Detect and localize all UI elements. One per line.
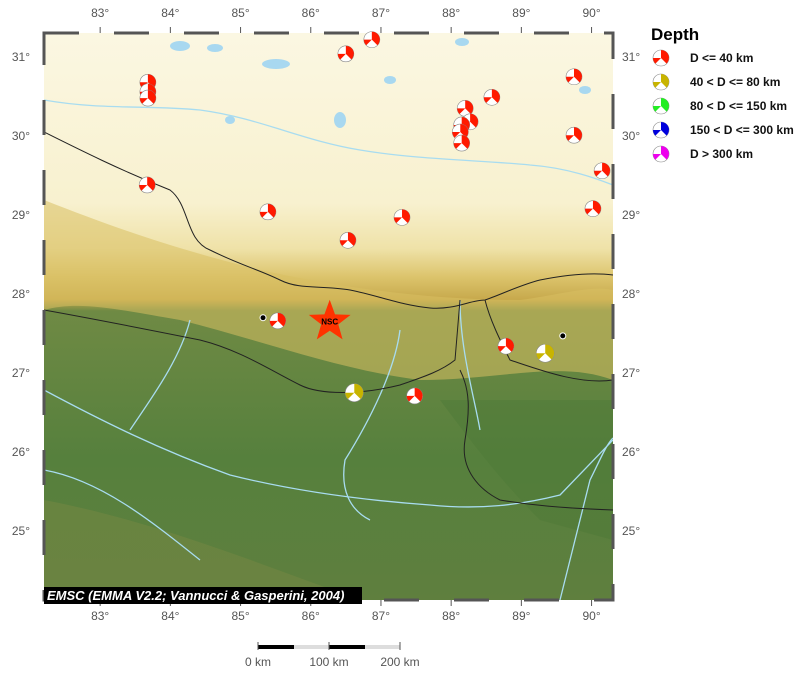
lat-tick-label: 28°	[12, 287, 30, 301]
legend-item-label: 40 < D <= 80 km	[690, 75, 780, 89]
legend-item-label: D <= 40 km	[690, 51, 753, 65]
legend-item-label: 80 < D <= 150 km	[690, 99, 787, 113]
credit-box	[44, 587, 362, 604]
scale-label: 100 km	[309, 655, 348, 669]
legend-beachball-icon[interactable]	[652, 73, 670, 91]
earthquake-event[interactable]	[593, 162, 611, 180]
earthquake-event[interactable]	[139, 89, 157, 107]
lat-tick-label: 30°	[12, 129, 30, 143]
terrain-layer	[44, 33, 613, 600]
legend-title: Depth	[651, 25, 699, 44]
legend: Depth D <= 40 km 40 < D <= 80 km 80 < D <=…	[651, 25, 794, 163]
credit-text: EMSC (EMMA V2.2; Vannucci & Gasperini, 2…	[47, 588, 344, 603]
lon-tick-label: 86°	[302, 6, 320, 20]
borders	[44, 131, 613, 511]
earthquake-event[interactable]	[584, 200, 602, 217]
lon-tick-label: 88°	[442, 609, 460, 623]
lat-tick-label: 27°	[12, 366, 30, 380]
lon-tick-label: 84°	[161, 609, 179, 623]
earthquake-event[interactable]	[269, 312, 287, 330]
earthquake-event[interactable]	[259, 203, 277, 221]
lon-tick-label: 83°	[91, 6, 109, 20]
markers: NSC	[259, 299, 567, 340]
lat-tick-label: 29°	[12, 208, 30, 222]
lon-tick-label: 89°	[512, 6, 530, 20]
lat-tick-label: 30°	[622, 129, 640, 143]
scale-label: 0 km	[245, 655, 271, 669]
legend-beachball-icon[interactable]	[652, 97, 670, 115]
city-dot	[259, 314, 267, 322]
lat-tick-label: 26°	[12, 445, 30, 459]
city-dot	[559, 332, 567, 340]
lat-tick-label: 27°	[622, 366, 640, 380]
legend-item-label: D > 300 km	[690, 147, 753, 161]
lon-tick-label: 89°	[512, 609, 530, 623]
lon-tick-label: 90°	[582, 6, 600, 20]
axes: 83° 83° 84° 84° 85° 85° 86° 86° 87° 87° 88° 88° 89° 8…	[12, 6, 641, 623]
lat-tick-label: 25°	[12, 524, 30, 538]
station-label: NSC	[321, 318, 338, 327]
lon-tick-label: 87°	[372, 609, 390, 623]
events	[138, 31, 611, 405]
earthquake-event[interactable]	[456, 100, 474, 117]
legend-beachball-icon[interactable]	[652, 145, 670, 163]
scale-label: 200 km	[380, 655, 419, 669]
earthquake-event[interactable]	[565, 68, 583, 86]
lat-tick-label: 31°	[622, 50, 640, 64]
lakes	[170, 38, 591, 128]
lon-tick-label: 85°	[231, 6, 249, 20]
earthquake-event[interactable]	[565, 126, 583, 144]
lat-tick-label: 25°	[622, 524, 640, 538]
earthquake-event[interactable]	[497, 337, 515, 355]
earthquake-event[interactable]	[535, 343, 555, 363]
lon-tick-label: 83°	[91, 609, 109, 623]
station-star-icon[interactable]	[308, 299, 351, 340]
rivers	[44, 99, 613, 600]
legend-beachball-icon[interactable]	[652, 49, 670, 67]
lat-tick-label: 28°	[622, 287, 640, 301]
lat-tick-label: 26°	[622, 445, 640, 459]
lon-tick-label: 88°	[442, 6, 460, 20]
earthquake-event[interactable]	[138, 176, 156, 194]
earthquake-event[interactable]	[339, 231, 357, 249]
lon-tick-label: 87°	[372, 6, 390, 20]
lat-tick-label: 29°	[622, 208, 640, 222]
lon-tick-label: 86°	[302, 609, 320, 623]
lon-tick-label: 84°	[161, 6, 179, 20]
earthquake-event[interactable]	[483, 88, 501, 106]
legend-beachball-icon[interactable]	[652, 121, 670, 139]
earthquake-event[interactable]	[393, 209, 411, 226]
lat-tick-label: 31°	[12, 50, 30, 64]
earthquake-event[interactable]	[337, 45, 355, 63]
earthquake-event[interactable]	[406, 387, 423, 405]
earthquake-event[interactable]	[363, 31, 381, 48]
lon-tick-label: 85°	[231, 609, 249, 623]
lon-tick-label: 90°	[582, 609, 600, 623]
earthquake-event[interactable]	[344, 383, 364, 403]
legend-item-label: 150 < D <= 300 km	[690, 123, 794, 137]
earthquake-event[interactable]	[453, 134, 470, 152]
scale-bar: 0 km 100 km 200 km	[245, 642, 420, 669]
